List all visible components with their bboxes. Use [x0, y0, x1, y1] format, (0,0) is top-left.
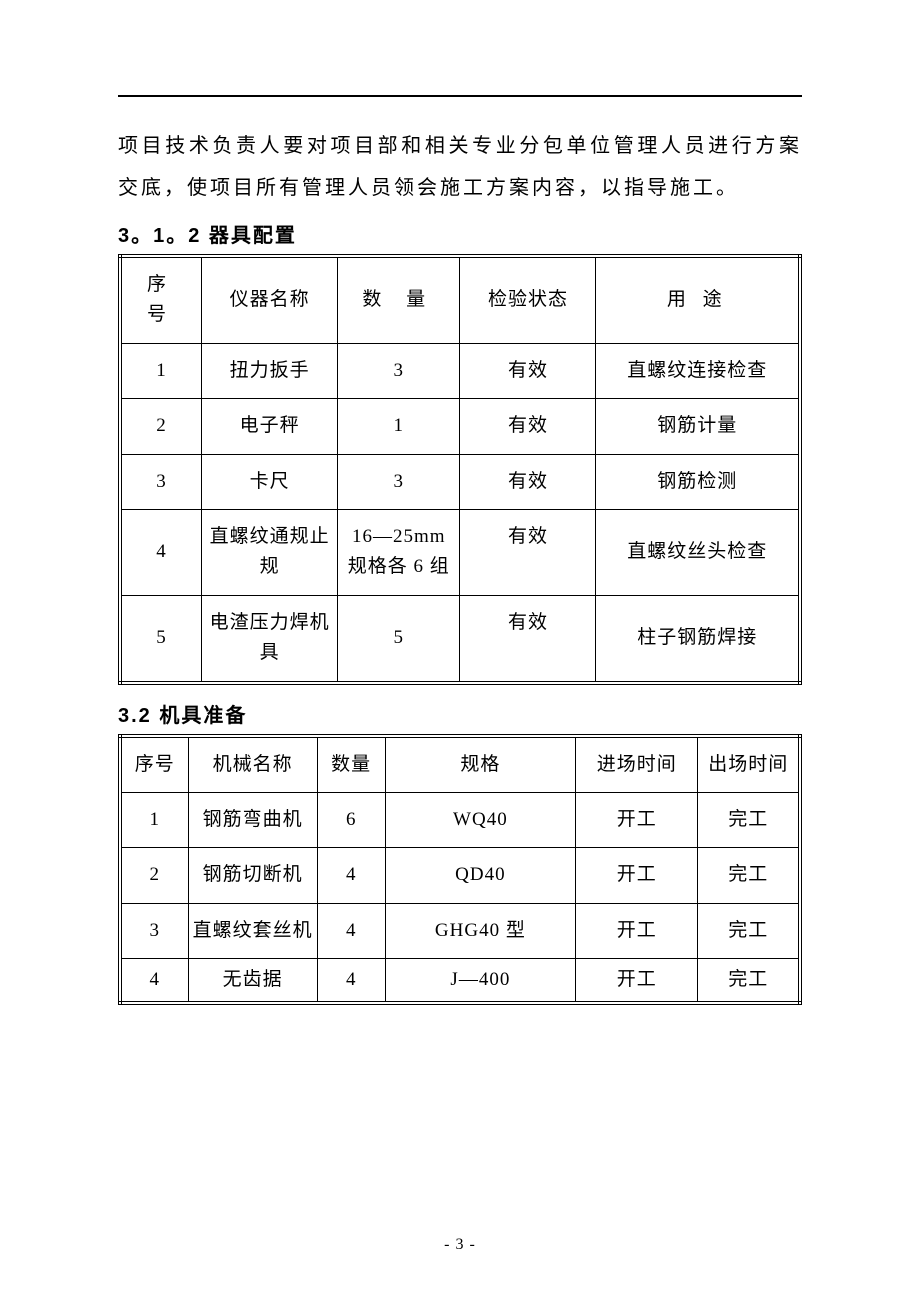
col-header: 序 号 [120, 256, 202, 343]
cell: 3 [338, 343, 460, 398]
cell: QD40 [385, 848, 575, 903]
page-number: - 3 - [0, 1236, 920, 1254]
cell: 4 [317, 903, 385, 958]
cell: 钢筋弯曲机 [188, 792, 317, 847]
cell: 有效 [460, 399, 596, 454]
table-header-row: 序 号 仪器名称 数 量 检验状态 用 途 [120, 256, 800, 343]
cell: WQ40 [385, 792, 575, 847]
heading-machinery: 3.2 机具准备 [118, 699, 802, 728]
cell: 开工 [576, 903, 698, 958]
table-row: 2 钢筋切断机 4 QD40 开工 完工 [120, 848, 800, 903]
cell: 完工 [698, 792, 800, 847]
cell: 5 [120, 595, 202, 682]
cell: 1 [338, 399, 460, 454]
table-row: 5 电渣压力焊机具 5 有效 柱子钢筋焊接 [120, 595, 800, 682]
cell: 4 [317, 959, 385, 1004]
cell: 4 [120, 959, 188, 1004]
col-header: 序号 [120, 736, 188, 793]
cell: 1 [120, 792, 188, 847]
col-header: 进场时间 [576, 736, 698, 793]
col-header: 仪器名称 [202, 256, 338, 343]
cell: 1 [120, 343, 202, 398]
cell: 电子秤 [202, 399, 338, 454]
table-row: 4 直螺纹通规止规 16—25mm 规格各 6 组 有效 直螺纹丝头检查 [120, 509, 800, 595]
cell: 开工 [576, 792, 698, 847]
machinery-table: 序号 机械名称 数量 规格 进场时间 出场时间 1 钢筋弯曲机 6 WQ40 开… [118, 734, 802, 1006]
cell: 有效 [460, 595, 596, 682]
table-row: 3 直螺纹套丝机 4 GHG40 型 开工 完工 [120, 903, 800, 958]
cell: 3 [120, 903, 188, 958]
cell: 开工 [576, 848, 698, 903]
page: 项目技术负责人要对项目部和相关专业分包单位管理人员进行方案交底，使项目所有管理人… [0, 0, 920, 1302]
cell: 3 [120, 454, 202, 509]
cell: 钢筋检测 [596, 454, 800, 509]
heading-equipment: 3。1。2 器具配置 [118, 219, 802, 248]
equipment-table: 序 号 仪器名称 数 量 检验状态 用 途 1 扭力扳手 3 有效 直螺纹连接检… [118, 254, 802, 685]
table-row: 2 电子秤 1 有效 钢筋计量 [120, 399, 800, 454]
table-row: 1 扭力扳手 3 有效 直螺纹连接检查 [120, 343, 800, 398]
col-header: 机械名称 [188, 736, 317, 793]
cell: 2 [120, 848, 188, 903]
intro-paragraph: 项目技术负责人要对项目部和相关专业分包单位管理人员进行方案交底，使项目所有管理人… [118, 125, 802, 209]
cell: 完工 [698, 848, 800, 903]
cell: 直螺纹套丝机 [188, 903, 317, 958]
table-row: 1 钢筋弯曲机 6 WQ40 开工 完工 [120, 792, 800, 847]
cell: GHG40 型 [385, 903, 575, 958]
cell: 无齿据 [188, 959, 317, 1004]
cell: 2 [120, 399, 202, 454]
cell: 完工 [698, 959, 800, 1004]
cell: 有效 [460, 454, 596, 509]
cell: 扭力扳手 [202, 343, 338, 398]
cell: 电渣压力焊机具 [202, 595, 338, 682]
cell: 6 [317, 792, 385, 847]
cell: 完工 [698, 903, 800, 958]
cell: 有效 [460, 509, 596, 595]
cell: 有效 [460, 343, 596, 398]
cell: 开工 [576, 959, 698, 1004]
cell: 4 [317, 848, 385, 903]
col-header: 数量 [317, 736, 385, 793]
col-header: 规格 [385, 736, 575, 793]
col-header: 数 量 [338, 256, 460, 343]
cell: 直螺纹连接检查 [596, 343, 800, 398]
cell: 16—25mm 规格各 6 组 [338, 509, 460, 595]
col-header: 出场时间 [698, 736, 800, 793]
table-row: 3 卡尺 3 有效 钢筋检测 [120, 454, 800, 509]
cell: 4 [120, 509, 202, 595]
cell: 直螺纹丝头检查 [596, 509, 800, 595]
table-header-row: 序号 机械名称 数量 规格 进场时间 出场时间 [120, 736, 800, 793]
cell: 钢筋切断机 [188, 848, 317, 903]
cell: 卡尺 [202, 454, 338, 509]
cell: 直螺纹通规止规 [202, 509, 338, 595]
cell: J—400 [385, 959, 575, 1004]
table-row: 4 无齿据 4 J—400 开工 完工 [120, 959, 800, 1004]
cell: 5 [338, 595, 460, 682]
top-rule [118, 95, 802, 97]
cell: 3 [338, 454, 460, 509]
col-header: 用 途 [596, 256, 800, 343]
col-header: 检验状态 [460, 256, 596, 343]
cell: 钢筋计量 [596, 399, 800, 454]
cell: 柱子钢筋焊接 [596, 595, 800, 682]
